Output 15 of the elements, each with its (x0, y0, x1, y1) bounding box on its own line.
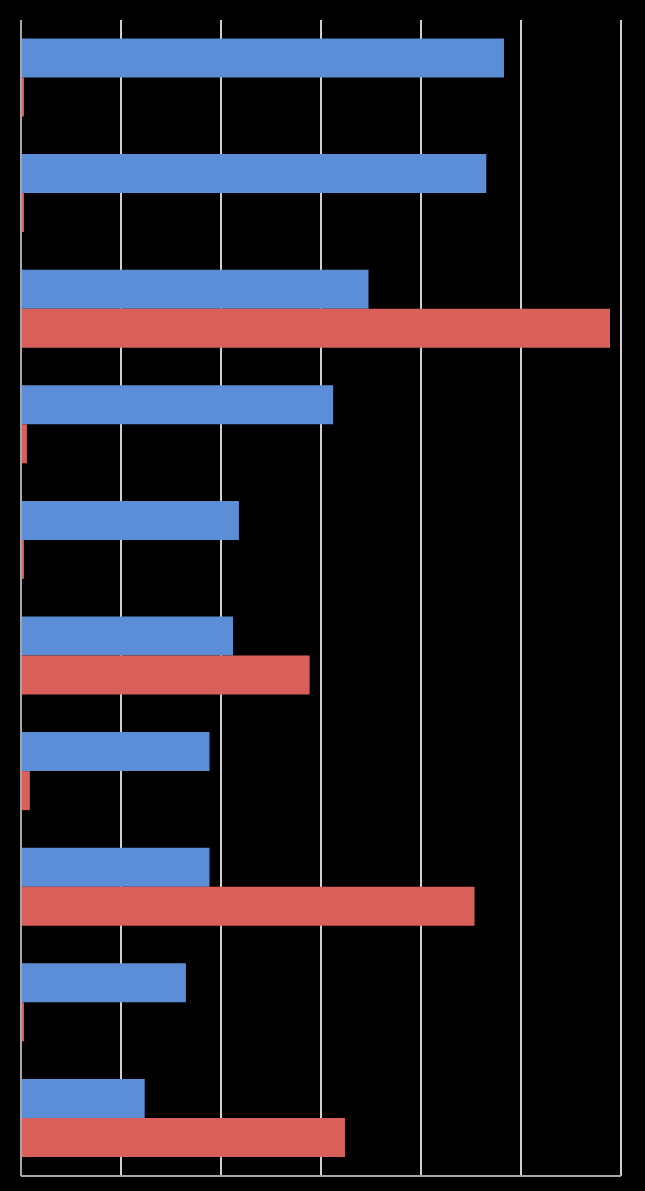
bar (21, 1078, 145, 1118)
bar (21, 886, 475, 926)
bar (21, 385, 334, 425)
bar (21, 500, 239, 540)
bar (21, 847, 210, 887)
bar (21, 771, 30, 811)
bar (21, 732, 210, 772)
bar (21, 963, 186, 1003)
bar (21, 154, 487, 194)
bar (21, 1117, 345, 1157)
bar (21, 38, 504, 78)
bar (21, 308, 610, 348)
bar (21, 616, 234, 656)
bar (21, 269, 369, 309)
bar (21, 655, 310, 695)
